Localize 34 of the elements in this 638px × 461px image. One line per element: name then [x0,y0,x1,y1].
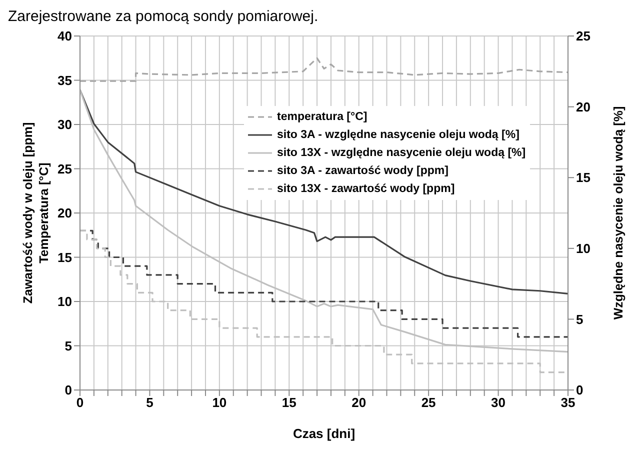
legend-label: sito 3A - względne nasycenie oleju wodą [%] [277,128,520,143]
x-tick-label: 25 [421,395,436,410]
y-tick-label: 10 [58,294,72,310]
x-axis-title: Czas [dni] [292,426,356,441]
y-tick-label: 5 [64,338,72,354]
y-tick-label: 20 [58,206,72,221]
x-tick-label: 30 [491,395,506,410]
line-series [80,57,568,82]
line-series [80,89,568,295]
x-tick-label: 0 [76,395,84,410]
y2-tick-label: 5 [576,312,584,327]
y2-axis-title: Względne nasycenie oleju wodą [%] [611,106,626,320]
x-tick-label: 10 [212,395,227,410]
legend-label: sito 13X - zawartość wody [ppm] [277,182,455,197]
y-tick-label: 30 [58,117,72,132]
x-tick-label: 5 [146,395,154,410]
x-tick-label: 35 [560,395,576,410]
y2-tick-label: 20 [576,99,590,114]
legend-label: sito 13X - względne nasycenie oleju wodą [%] [277,146,526,161]
y-tick-label: 35 [58,72,72,88]
text: Zarejestrowane za pomocą sondy pomiarowej. [8,8,320,27]
legend-label: sito 3A - zawartość wody [ppm] [277,164,448,179]
y2-tick-label: 25 [576,28,590,44]
legend-label: temperatura [°C] [277,110,368,125]
y-tick-label: 15 [58,250,72,265]
y2-tick-label: 15 [576,170,590,186]
x-tick-label: 15 [282,395,296,410]
y-axis-title: Zawartość wody w oleju [ppm] Temperatura [°C] [21,122,51,304]
x-tick-label: 20 [352,395,366,410]
y-tick-label: 40 [58,28,72,44]
y2-tick-label: 10 [576,241,590,256]
y2-tick-label: 0 [576,382,584,398]
y-tick-label: 0 [64,382,72,398]
y-tick-label: 25 [58,161,72,176]
